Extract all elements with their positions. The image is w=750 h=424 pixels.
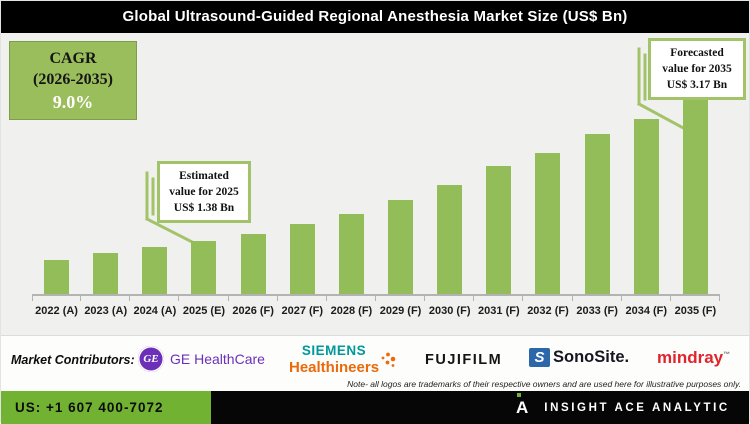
bar-slot [327,33,377,301]
bar-2022 [44,260,70,294]
x-axis-label: 2033 (F) [576,305,618,317]
bar-slot [130,33,180,301]
x-axis [32,33,721,301]
forecast-value-callout: Forecasted value for 2035 US$ 3.17 Bn [648,38,746,101]
cagr-title: CAGR [49,50,97,67]
sonosite-s-icon: S [529,348,550,367]
cagr-value: 9.0% [52,91,94,112]
market-contributors-strip: Market Contributors: GE GE HealthCare SI… [1,336,749,391]
x-axis-label: 2032 (F) [527,305,569,317]
x-axis-labels: 2022 (A) 2023 (A) 2024 (A) 2025 (E) 2026 (F)… [32,305,720,317]
mindray-trademark: ™ [723,351,731,359]
footer-bar: US: +1 607 400-7072 A INSIGHT ACE ANALYT… [1,391,749,424]
bar-2026 [240,234,266,294]
bar-slot [425,33,475,301]
x-axis-label: 2022 (A) [35,305,78,317]
mindray-wordmark: mindray [657,348,724,367]
sonosite-wordmark: SonoSite. [553,348,630,366]
x-axis-label: 2027 (F) [281,305,324,317]
logo-fujifilm: FUJIFILM [425,352,503,368]
cagr-range: (2026-2035) [33,70,113,88]
bar-slot [179,33,229,301]
bar-2025 [191,241,217,294]
healthineers-wordmark: Healthineers [289,358,380,376]
logo-mindray: mindray™ [657,348,730,368]
bar-2035 [682,96,708,294]
trademark-note: Note- all logos are trademarks of their … [347,379,741,389]
insight-ace-logo-icon: A [516,393,529,417]
x-axis-label: 2031 (F) [478,305,520,317]
bar-2023 [93,253,119,294]
bar-2033 [584,134,610,294]
footer-brand-section: A INSIGHT ACE ANALYTIC [211,391,749,424]
estimated-callout-value: US$ 1.38 Bn [173,202,235,215]
bar-slot [573,33,622,301]
footer-brand-name: INSIGHT ACE ANALYTIC [544,401,730,414]
logo-siemens-healthineers: SIEMENS Healthineers [289,343,396,376]
bar-2032 [535,153,561,294]
bar-slot [278,33,327,301]
ge-healthcare-wordmark: GE HealthCare [170,351,265,367]
forecast-callout-value: US$ 3.17 Bn [666,79,728,92]
x-axis-label: 2029 (F) [379,305,422,317]
x-axis-label: 2035 (F) [674,305,717,317]
x-axis-label: 2023 (A) [84,305,128,317]
x-axis-label: 2024 (A) [133,305,177,317]
bar-slot [622,33,671,301]
x-axis-label: 2026 (F) [232,305,274,317]
estimated-callout-line2: value for 2025 [169,186,239,199]
x-axis-label: 2030 (F) [428,305,471,317]
x-axis-label: 2028 (F) [330,305,373,317]
cagr-badge: CAGR (2026-2035) 9.0% [9,41,137,120]
bar-2029 [388,200,414,294]
x-axis-label: 2025 (E) [182,305,226,317]
bar-slot [523,33,573,301]
bar-2024 [142,247,168,294]
bar-2034 [633,119,659,294]
bar-plot: 2022 (A) 2023 (A) 2024 (A) 2025 (E) 2026 (F)… [32,33,721,317]
bar-slot [376,33,426,301]
estimated-value-callout: Estimated value for 2025 US$ 1.38 Bn [157,161,251,224]
forecast-callout-line2: value for 2035 [662,63,732,76]
market-contributors-label: Market Contributors: [11,353,135,367]
bar-2028 [338,214,364,294]
bar-slot [32,33,82,301]
logo-green-dot [517,393,521,397]
siemens-wordmark: SIEMENS [301,343,367,358]
bar-slot [229,33,278,301]
bar-slot [81,33,131,301]
bar-2027 [289,224,315,294]
forecast-callout-line1: Forecasted [670,47,724,59]
x-axis-label: 2034 (F) [625,305,668,317]
chart-area: 2022 (A) 2023 (A) 2024 (A) 2025 (E) 2026 (F)… [1,33,749,336]
footer-phone: US: +1 607 400-7072 [1,391,211,424]
bar-2031 [486,166,512,294]
logo-letter: A [516,398,529,417]
healthineers-dots-icon [381,352,396,367]
logo-sonosite: S SonoSite. [529,348,629,367]
ge-monogram-icon: GE [138,346,164,372]
bar-2030 [437,185,463,294]
logo-ge-healthcare: GE GE HealthCare [138,346,265,372]
estimated-callout-line1: Estimated [179,170,229,182]
bar-slot [671,33,721,301]
chart-title: Global Ultrasound-Guided Regional Anesth… [1,1,749,33]
bar-slot [474,33,524,301]
